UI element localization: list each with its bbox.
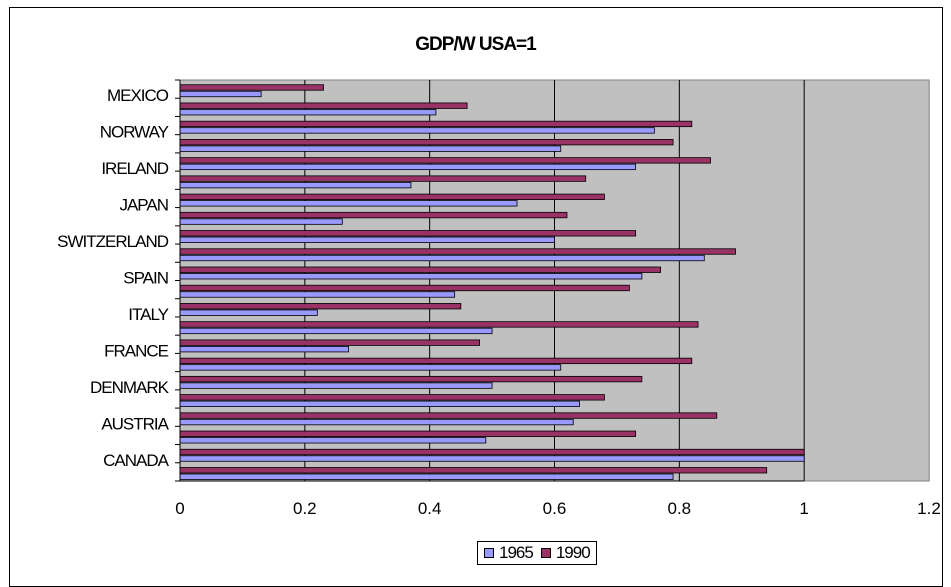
bar-1965 [179, 309, 318, 316]
bars-group [179, 84, 805, 480]
bar-1990 [179, 303, 462, 310]
bar-1965 [179, 327, 493, 335]
bar-1965 [179, 181, 412, 189]
bar-1990 [179, 193, 605, 200]
category-label: MEXICO [107, 86, 169, 105]
category-label: NORWAY [100, 123, 169, 142]
bar-1990 [179, 430, 637, 437]
bar-1990 [179, 339, 481, 346]
chart-svg: 0 0.2 0.4 0.6 0.8 1 1.2 CANADA AUSTRIA DENMARK FRA… [57, 79, 941, 518]
category-label: JAPAN [119, 196, 168, 215]
bar-1990 [179, 284, 630, 292]
bar-1990 [179, 266, 662, 273]
category-label: SPAIN [123, 269, 168, 288]
bar-1965 [179, 382, 493, 389]
bar-1990 [179, 102, 468, 109]
category-label: IRELAND [101, 159, 168, 178]
bar-1965 [179, 90, 262, 98]
bar-1990 [179, 321, 699, 328]
bar-1965 [179, 346, 349, 353]
bar-1990 [179, 375, 643, 383]
category-label: SWITZERLAND [57, 232, 169, 251]
bar-1965 [179, 273, 643, 280]
bar-1990 [179, 211, 568, 219]
bar-1965 [179, 236, 555, 243]
x-tick-label: 0 [175, 499, 184, 518]
legend: 1965 1990 [477, 541, 597, 565]
bar-1990 [179, 175, 587, 182]
bar-1990 [179, 412, 718, 419]
bar-1990 [179, 157, 711, 164]
bar-1965 [179, 455, 805, 462]
category-label: CANADA [103, 451, 170, 470]
bar-1990 [179, 357, 693, 365]
x-tick-label: 0.6 [543, 499, 567, 518]
x-tick-label: 1 [799, 499, 808, 518]
bar-1990 [179, 248, 736, 255]
bar-1965 [179, 200, 518, 207]
bar-1965 [179, 418, 574, 426]
x-tick-label: 0.2 [293, 499, 317, 518]
legend-item-1990: 1990 [540, 543, 591, 563]
category-label: FRANCE [104, 341, 169, 360]
legend-swatch-1990 [540, 548, 551, 558]
bar-1990 [179, 467, 768, 474]
bar-1965 [179, 437, 487, 444]
bar-1990 [179, 139, 674, 146]
bar-1965 [179, 473, 674, 480]
bar-1990 [179, 394, 605, 401]
x-tick-label: 1.2 [917, 499, 941, 518]
legend-label-1965: 1965 [499, 543, 534, 562]
bar-1965 [179, 163, 637, 171]
category-label: ITALY [128, 305, 168, 324]
bar-1990 [179, 84, 324, 91]
legend-swatch-1965 [484, 548, 494, 558]
bar-1965 [179, 218, 343, 225]
x-tick-label: 0.8 [668, 499, 692, 518]
bar-1965 [179, 145, 562, 152]
axes-group [175, 79, 805, 482]
legend-item-1965: 1965 [484, 543, 534, 563]
bar-1965 [179, 127, 655, 134]
labels-group: 0 0.2 0.4 0.6 0.8 1 1.2 CANADA AUSTRIA DENMARK FRA… [57, 86, 941, 518]
bar-1965 [179, 254, 705, 262]
bar-1990 [179, 230, 637, 237]
x-tick-label: 0.4 [418, 499, 442, 518]
bar-1965 [179, 109, 437, 116]
bar-1965 [179, 400, 580, 407]
bar-1965 [179, 364, 562, 371]
bar-1990 [179, 448, 805, 456]
category-label: DENMARK [90, 378, 170, 397]
bar-1965 [179, 291, 456, 298]
chart-title: GDP/W USA=1 [415, 34, 536, 55]
category-label: AUSTRIA [101, 414, 169, 433]
legend-label-1990: 1990 [555, 543, 591, 562]
bar-1990 [179, 120, 693, 128]
